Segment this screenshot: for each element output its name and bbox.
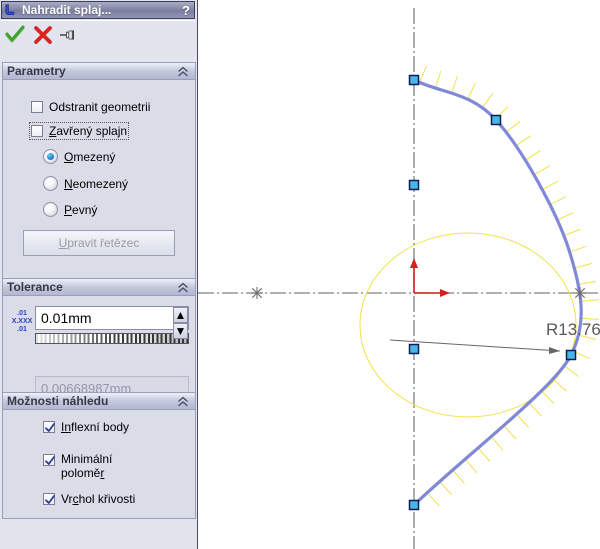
svg-text:R13.76: R13.76: [546, 320, 600, 339]
